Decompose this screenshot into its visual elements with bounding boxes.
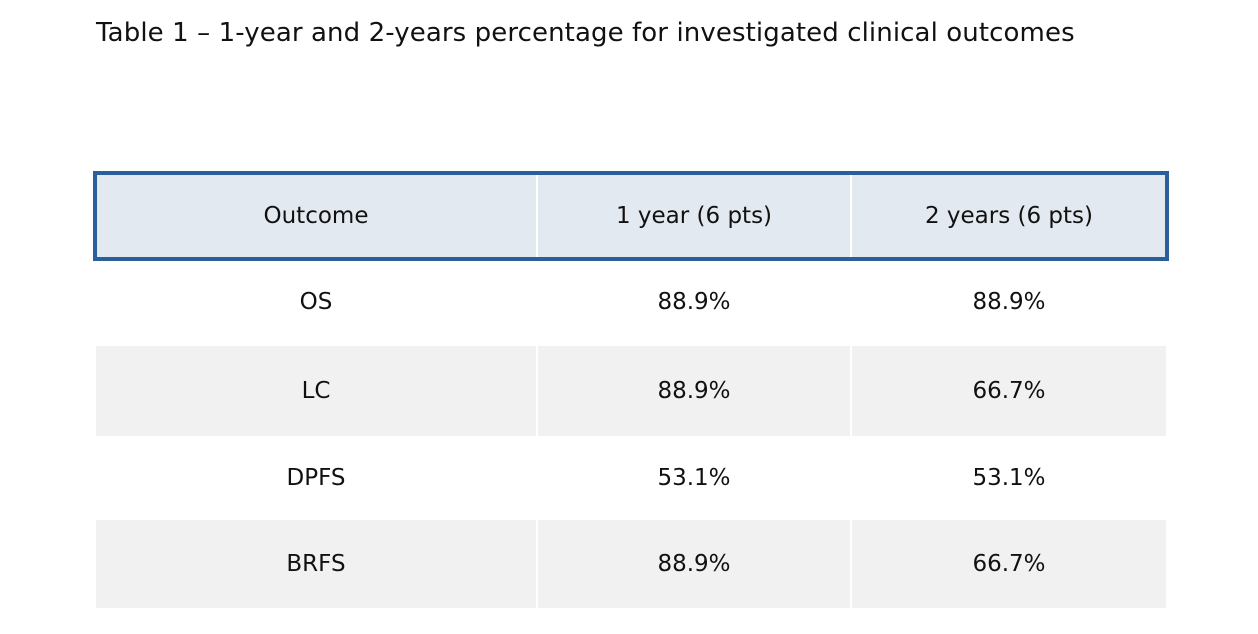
one-year-cell: 88.9% (536, 258, 851, 346)
table-header-row: Outcome 1 year (6 pts) 2 years (6 pts) (93, 171, 1169, 261)
table-row: OS 88.9% 88.9% (96, 258, 1166, 346)
one-year-cell: 88.9% (536, 346, 851, 436)
one-year-cell: 53.1% (536, 436, 851, 520)
outcome-cell: BRFS (96, 520, 537, 608)
table-row: DPFS 53.1% 53.1% (96, 436, 1166, 520)
outcomes-table: Outcome 1 year (6 pts) 2 years (6 pts) O… (93, 171, 1169, 608)
two-years-cell: 88.9% (850, 258, 1166, 346)
outcome-cell: OS (96, 258, 537, 346)
outcome-cell: LC (96, 346, 537, 436)
outcome-cell: DPFS (96, 436, 537, 520)
outcomes-table-container: Outcome 1 year (6 pts) 2 years (6 pts) O… (93, 171, 1169, 608)
column-header-2-years: 2 years (6 pts) (850, 174, 1166, 258)
two-years-cell: 53.1% (850, 436, 1166, 520)
two-years-cell: 66.7% (850, 520, 1166, 608)
column-header-outcome: Outcome (96, 174, 537, 258)
two-years-cell: 66.7% (850, 346, 1166, 436)
column-header-1-year: 1 year (6 pts) (536, 174, 851, 258)
table-row: BRFS 88.9% 66.7% (96, 520, 1166, 608)
table-caption: Table 1 – 1-year and 2-years percentage … (96, 18, 1075, 48)
table-row: LC 88.9% 66.7% (96, 346, 1166, 436)
one-year-cell: 88.9% (536, 520, 851, 608)
